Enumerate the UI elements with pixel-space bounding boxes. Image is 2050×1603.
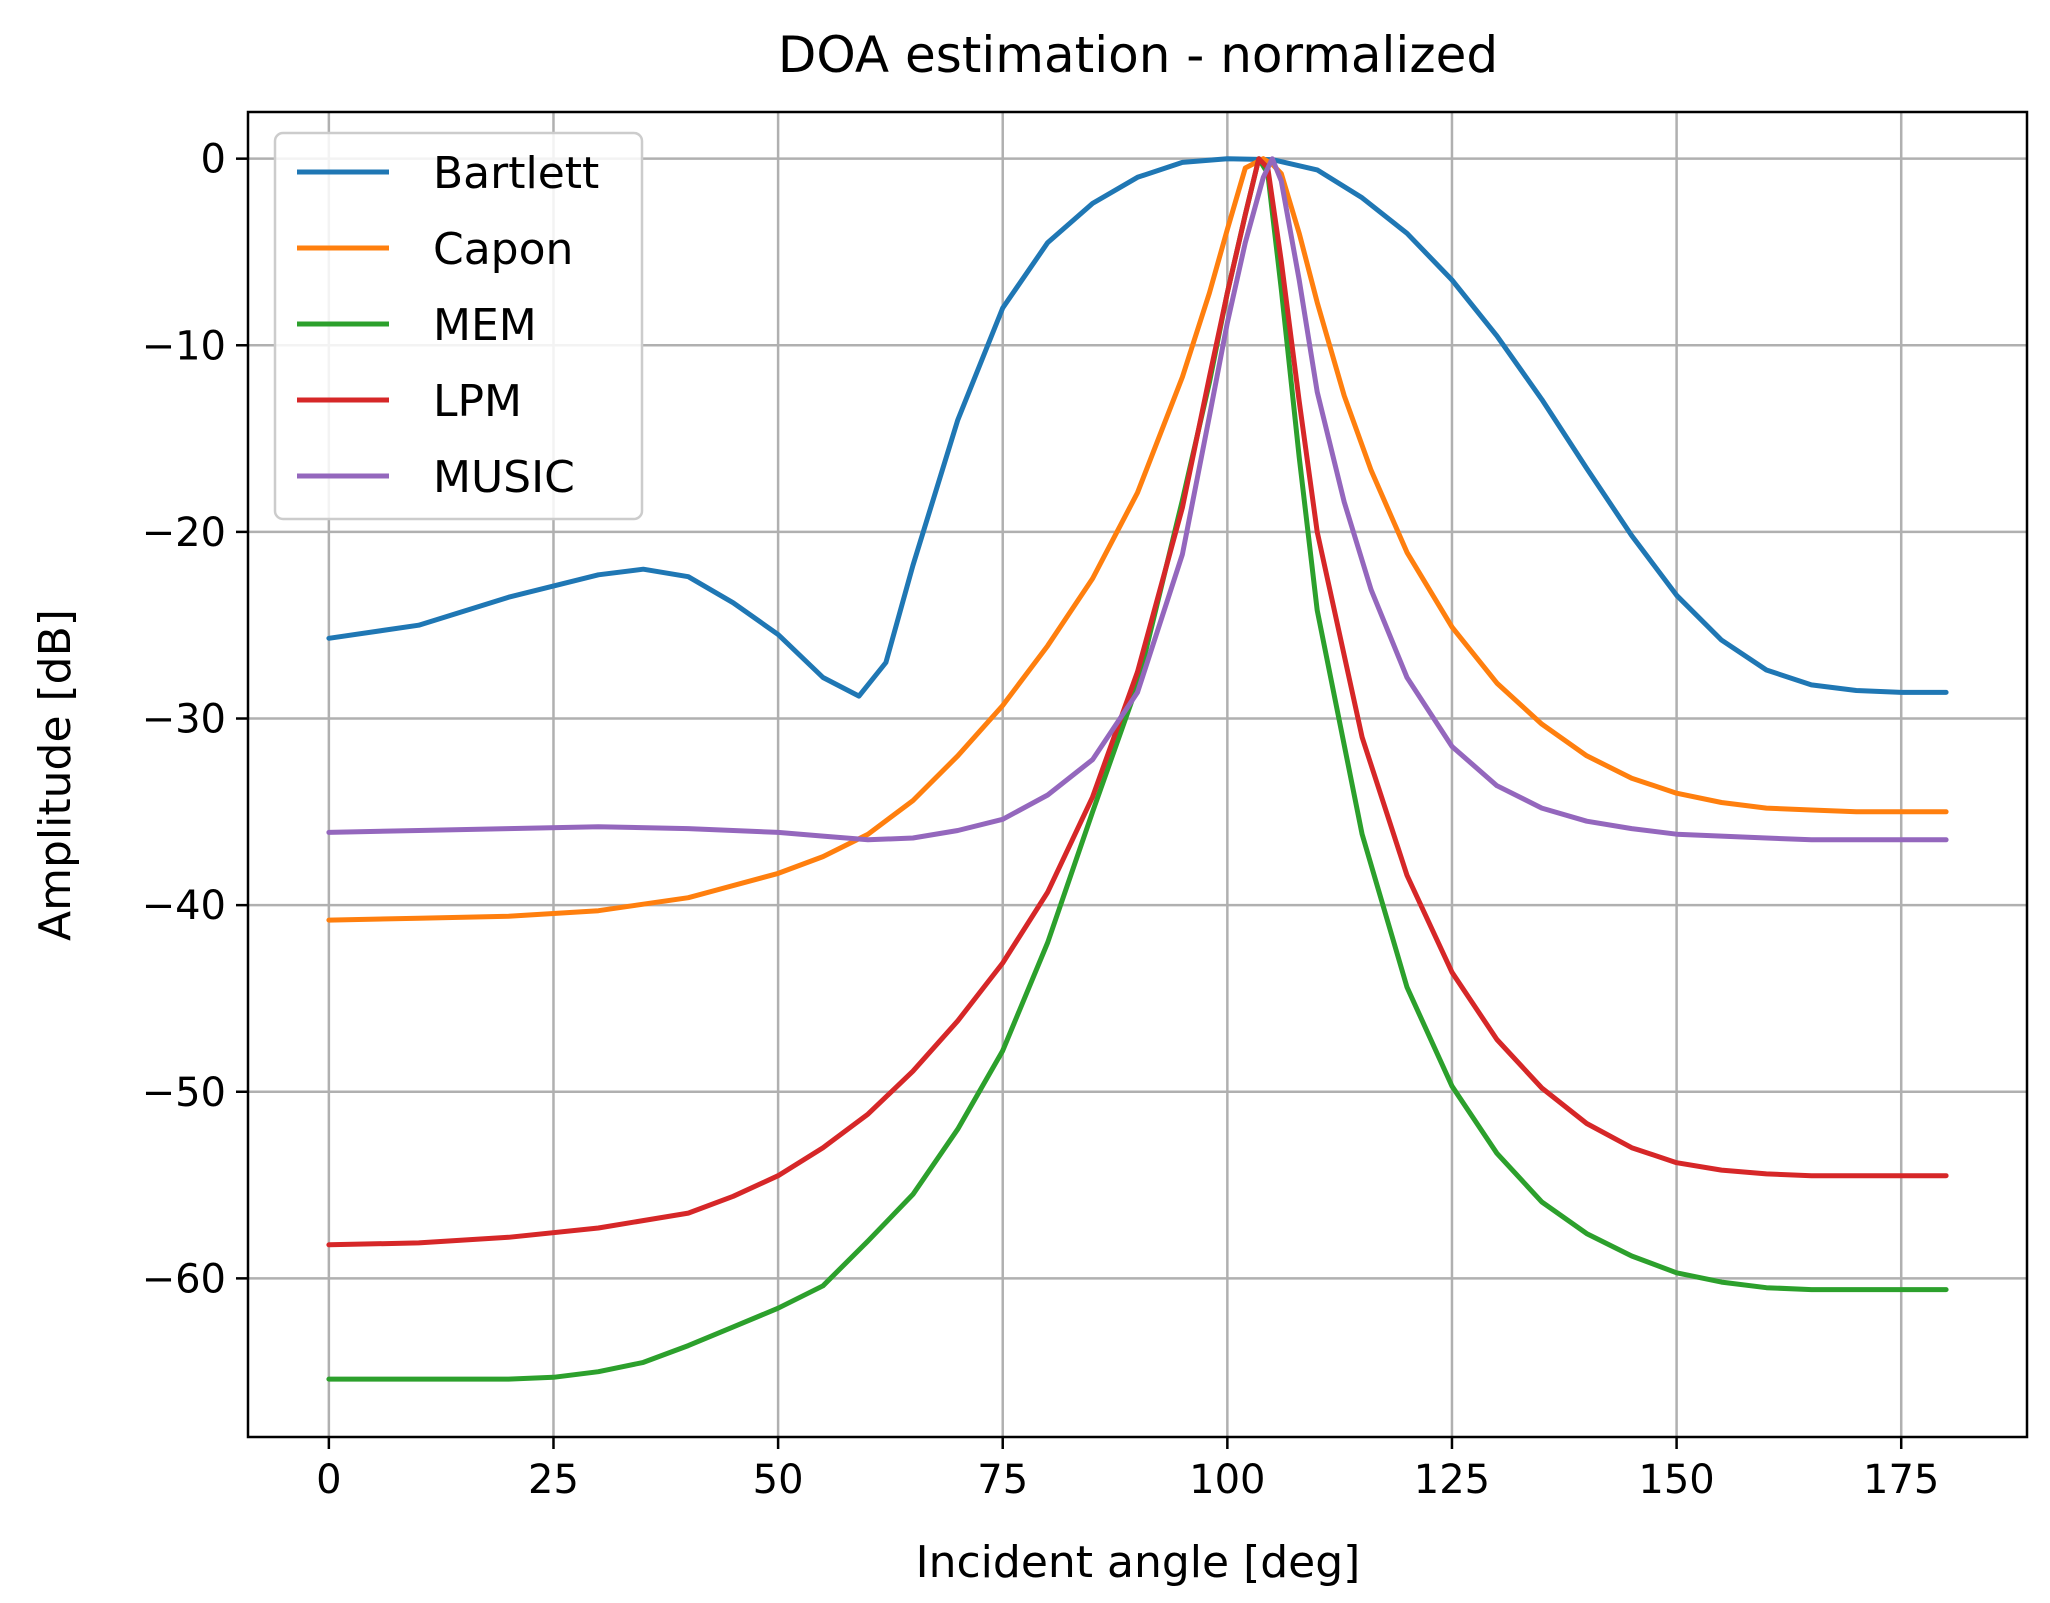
y-axis-label: Amplitude [dB] xyxy=(30,609,81,941)
legend-label-mem: MEM xyxy=(433,300,537,351)
legend-label-lpm: LPM xyxy=(433,376,522,427)
x-tick-label: 50 xyxy=(753,1457,804,1503)
x-tick-label: 25 xyxy=(528,1457,579,1503)
x-tick-label: 175 xyxy=(1863,1457,1939,1503)
x-tick-label: 0 xyxy=(316,1457,341,1503)
chart-title: DOA estimation - normalized xyxy=(778,26,1498,84)
y-tick-label: −60 xyxy=(142,1256,226,1302)
legend-label-bartlett: Bartlett xyxy=(433,148,599,199)
series-line-bartlett xyxy=(326,156,1949,699)
series-line-lpm xyxy=(326,156,1949,1248)
x-tick-label: 75 xyxy=(977,1457,1028,1503)
y-tick-label: −20 xyxy=(142,510,226,556)
y-tick-label: −10 xyxy=(142,323,226,369)
y-tick-label: −40 xyxy=(142,883,226,929)
series-lines xyxy=(326,156,1949,1382)
series-line-music xyxy=(326,156,1949,843)
y-tick-label: 0 xyxy=(201,137,226,183)
series-line-capon xyxy=(326,156,1949,923)
legend-label-music: MUSIC xyxy=(433,452,575,503)
x-tick-label: 125 xyxy=(1414,1457,1490,1503)
grid xyxy=(248,112,2027,1437)
x-axis-label: Incident angle [deg] xyxy=(916,1537,1361,1588)
plot-frame xyxy=(246,110,2029,1439)
y-tick-label: −50 xyxy=(142,1070,226,1116)
ticks: 0 25 50 75 100 125 150 175 0 −10 −20 −30 −40 −50 −60 xyxy=(142,137,1940,1503)
y-tick-label: −30 xyxy=(142,697,226,743)
legend-label-capon: Capon xyxy=(433,224,573,275)
legend: Bartlett Capon MEM LPM MUSIC xyxy=(273,131,644,521)
x-tick-label: 150 xyxy=(1638,1457,1714,1503)
legend-box xyxy=(273,131,644,521)
x-tick-label: 100 xyxy=(1189,1457,1265,1503)
